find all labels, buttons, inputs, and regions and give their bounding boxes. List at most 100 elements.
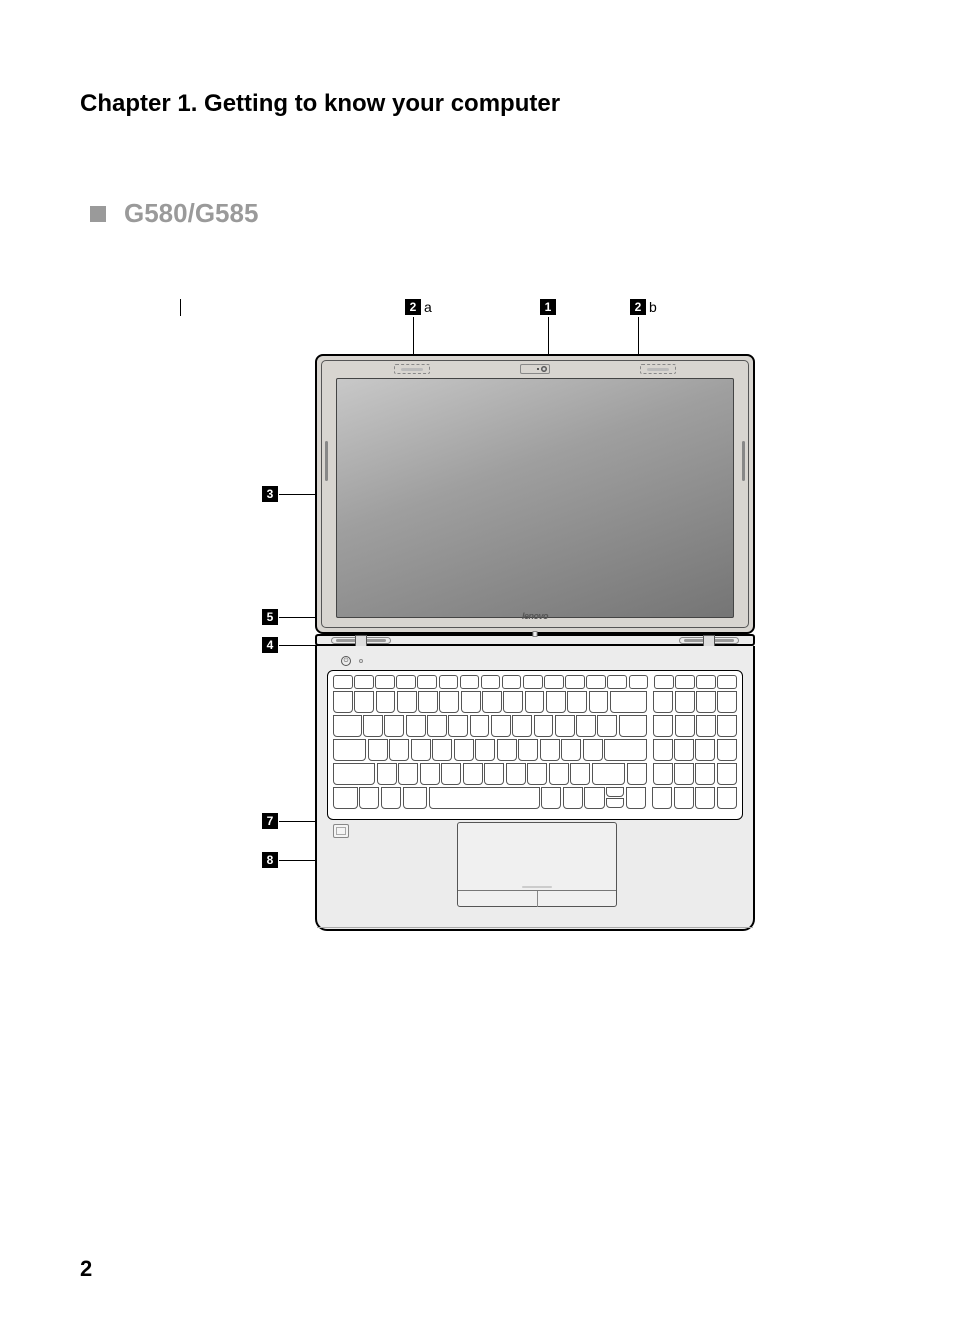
key <box>606 798 624 808</box>
callout-letter: a <box>424 299 432 315</box>
key <box>502 675 522 689</box>
rubber-bumper-icon <box>325 441 328 481</box>
key <box>432 739 452 761</box>
key <box>695 787 715 809</box>
laptop-lid: lenovo <box>315 354 755 634</box>
keyboard-row-1 <box>333 691 737 713</box>
key <box>418 691 438 713</box>
key <box>411 739 431 761</box>
key <box>549 763 569 785</box>
key <box>512 715 532 737</box>
keyboard-row-2 <box>333 715 737 737</box>
model-label: G580/G585 <box>124 198 258 229</box>
callout-leader-line <box>548 317 549 357</box>
rubber-bumper-icon <box>742 441 745 481</box>
key <box>441 763 461 785</box>
laptop-illustration: lenovo ⏻ <box>315 354 755 931</box>
key <box>717 715 737 737</box>
hinge-notch-icon <box>533 631 538 637</box>
key <box>439 675 459 689</box>
callout-letter: b <box>649 299 657 315</box>
key <box>584 787 604 809</box>
key <box>629 675 649 689</box>
key <box>397 691 417 713</box>
key <box>696 715 716 737</box>
key <box>381 787 401 809</box>
key <box>354 675 374 689</box>
key <box>653 763 673 785</box>
key <box>654 675 674 689</box>
key <box>333 691 353 713</box>
laptop-diagram: 2 a 1 2 b 3 5 4 7 8 <box>180 299 860 929</box>
key <box>597 715 617 737</box>
key <box>484 763 504 785</box>
key <box>653 691 673 713</box>
key <box>675 675 695 689</box>
key <box>377 763 397 785</box>
key <box>696 691 716 713</box>
key <box>427 715 447 737</box>
laptop-base: ⏻ <box>315 646 755 931</box>
keyboard-row-5 <box>333 787 737 809</box>
key <box>518 739 538 761</box>
model-heading: G580/G585 <box>90 198 874 229</box>
key <box>674 763 694 785</box>
callout-leader-line <box>180 299 181 316</box>
key <box>619 715 648 737</box>
key <box>403 787 428 809</box>
key <box>541 787 561 809</box>
callout-number-icon: 5 <box>262 609 278 625</box>
key <box>540 739 560 761</box>
key <box>592 763 625 785</box>
touchpad-right-button <box>538 891 617 907</box>
antenna-right-icon <box>640 364 676 374</box>
antenna-left-icon <box>394 364 430 374</box>
key <box>454 739 474 761</box>
key <box>717 763 737 785</box>
key <box>420 763 440 785</box>
key <box>675 691 695 713</box>
key <box>429 787 540 809</box>
bullet-square-icon <box>90 206 106 222</box>
key <box>506 763 526 785</box>
key <box>674 787 694 809</box>
key <box>717 739 737 761</box>
key <box>448 715 468 737</box>
key <box>546 691 566 713</box>
key <box>555 715 575 737</box>
key <box>503 691 523 713</box>
key <box>652 787 672 809</box>
key <box>384 715 404 737</box>
key <box>368 739 388 761</box>
key <box>333 739 366 761</box>
key <box>406 715 426 737</box>
touchpad-left-button <box>458 891 538 907</box>
key <box>589 691 609 713</box>
power-button-icon: ⏻ <box>341 656 351 666</box>
key <box>570 763 590 785</box>
key <box>695 763 715 785</box>
key <box>389 739 409 761</box>
key <box>475 739 495 761</box>
key <box>375 675 395 689</box>
key <box>523 675 543 689</box>
key <box>583 739 603 761</box>
key <box>482 691 502 713</box>
callout-7: 7 <box>262 813 278 829</box>
key <box>359 787 379 809</box>
callout-number-icon: 7 <box>262 813 278 829</box>
callout-number-icon: 2 <box>405 299 421 315</box>
key <box>674 739 694 761</box>
callout-1: 1 <box>540 299 556 315</box>
key <box>586 675 606 689</box>
touchpad <box>457 822 617 907</box>
chapter-title: Chapter 1. Getting to know your computer <box>80 90 874 118</box>
key <box>561 739 581 761</box>
callout-leader-line <box>638 317 639 357</box>
key <box>460 675 480 689</box>
key <box>534 715 554 737</box>
key <box>627 763 647 785</box>
key <box>717 691 737 713</box>
key <box>527 763 547 785</box>
callout-number-icon: 4 <box>262 637 278 653</box>
